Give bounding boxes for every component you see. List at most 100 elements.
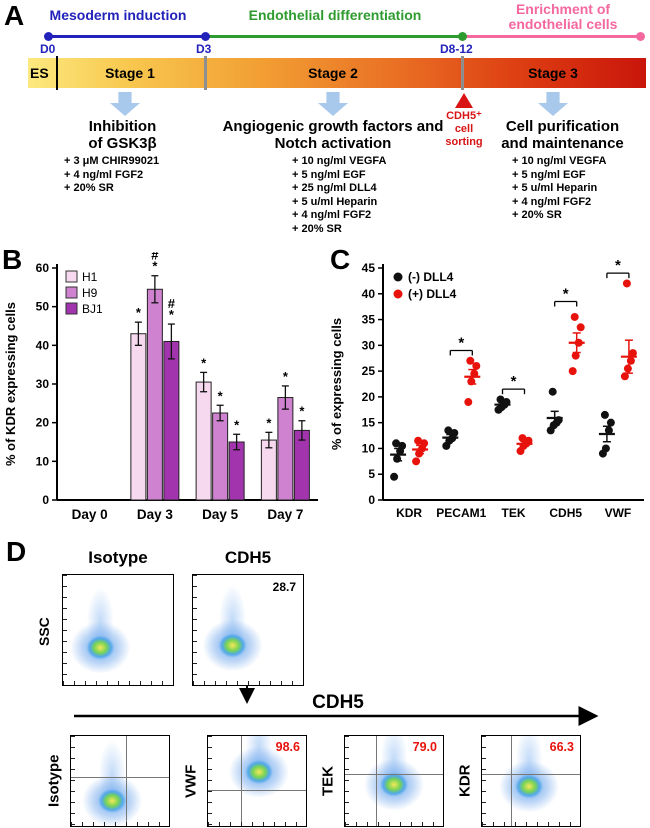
quadrant-hline [482,773,580,775]
quadrant-percentage: 98.6 [275,740,300,754]
y-ticks [208,736,212,826]
stage3-name: Stage 3 [528,65,578,81]
quadrant-percentage: 79.0 [412,740,437,754]
svg-text:*: * [511,373,517,390]
timeline-dot-d8 [458,32,467,41]
svg-text:KDR: KDR [396,506,422,520]
svg-text:*: * [615,257,621,274]
stage2-name: Stage 2 [308,65,358,81]
svg-text:25: 25 [362,364,376,378]
gate-percentage: 28.7 [272,580,296,594]
density-cluster [63,575,173,685]
flow-plot-isotype [70,735,170,827]
y-ticks [345,736,349,826]
es-divider-line [56,56,58,90]
x-ticks [482,822,580,826]
svg-text:10: 10 [362,441,376,455]
timepoint-d3: D3 [196,42,212,56]
panel-a-label: A [4,0,25,31]
flow-top-title-isotype: Isotype [88,548,148,567]
svg-text:*: * [136,305,142,320]
panel-c-label: C [330,244,351,275]
x-ticks [193,681,303,685]
svg-text:50: 50 [36,300,50,314]
svg-text:Day 0: Day 0 [72,507,108,522]
svg-text:PECAM1: PECAM1 [436,506,486,520]
svg-text:20: 20 [362,390,376,404]
svg-text:30: 30 [362,338,376,352]
flow-bottom-label-tek: TEK [319,766,337,796]
timeline-segment-endothelial [205,35,462,38]
svg-text:40: 40 [362,287,376,301]
sorting-triangle-icon [455,93,473,108]
x-ticks [208,822,306,826]
svg-text:TEK: TEK [502,506,526,520]
stage3-title: Cell purification and maintenance [501,118,624,152]
svg-text:*: * [169,307,175,322]
flow-arrows [74,686,599,726]
x-ticks [71,822,169,826]
stage2-items: + 10 ng/ml VEGFA + 5 ng/ml EGF + 25 ng/m… [292,155,387,235]
phase-mesoderm-label: Mesoderm induction [49,7,187,23]
stage3-down-arrow-icon [538,92,568,116]
panel-b-label: B [2,244,23,275]
quadrant-vline [511,736,513,826]
stage1-2-divider [204,56,207,90]
density-cluster [71,736,169,826]
cdh5-axis-label: CDH5 [312,692,364,713]
timeline-dot-d3 [201,32,210,41]
svg-text:*: * [218,388,224,403]
svg-text:*: * [201,355,207,370]
flow-plot-kdr: 66.3 [481,735,581,827]
svg-text:0: 0 [42,493,49,507]
svg-text:30: 30 [36,377,50,391]
svg-text:(+) DLL4: (+) DLL4 [408,287,457,301]
svg-text:*: * [152,259,158,274]
y-ticks [193,575,197,685]
svg-text:15: 15 [362,416,376,430]
timeline-dot-d0 [44,32,53,41]
density-cluster [482,736,580,826]
svg-text:Day 7: Day 7 [267,507,303,522]
flow-bottom-label-vwf: VWF [182,764,200,798]
flow-plot-vwf: 98.6 [207,735,307,827]
density-cluster [345,736,443,826]
svg-text:20: 20 [36,416,50,430]
flow-plot-cdh5-ssc: 28.7 [192,574,304,686]
quadrant-hline [71,777,169,779]
flow-bottom-label-isotype: Isotype [45,754,63,808]
svg-text:*: * [563,286,569,303]
flow-plot-isotype-ssc [62,574,174,686]
svg-text:CDH5: CDH5 [549,506,582,520]
svg-text:% of KDR expressing cells: % of KDR expressing cells [3,302,18,466]
quadrant-percentage: 66.3 [549,740,574,754]
svg-text:0: 0 [368,493,375,507]
svg-text:(-) DLL4: (-) DLL4 [408,270,454,284]
phase-enrichment-label: Enrichment of endothelial cells [508,1,618,32]
svg-text:Day 5: Day 5 [202,507,239,522]
flow-bottom-label-kdr: KDR [456,764,474,798]
stage1-items: + 3 μM CHIR99021 + 4 ng/ml FGF2 + 20% SR [64,155,160,194]
marker-dot-plot: 0 5 10 15 20 25 30 35 40 45 % of expressing cells K… [329,257,644,520]
svg-text:*: * [458,334,464,351]
timepoint-d0: D0 [40,42,56,56]
svg-text:*: * [266,415,272,430]
timepoint-d8-12: D8-12 [440,42,473,56]
phase-endothelial-label: Endothelial differentiation [248,7,422,23]
y-ticks [71,736,75,826]
timeline-dot-end [636,32,645,41]
density-cluster [193,575,303,685]
stage2-3-divider [461,56,464,90]
svg-text:VWF: VWF [605,506,632,520]
svg-text:40: 40 [36,338,50,352]
svg-text:60: 60 [36,261,50,275]
stage1-down-arrow-icon [110,92,140,116]
kdr-bar-chart: 0 10 20 30 40 50 60 % of KDR expressing cells Da… [3,252,318,522]
y-ticks [63,575,67,685]
panel-d-label: D [6,536,27,567]
stage1-name: Stage 1 [105,65,155,81]
es-label: ES [30,65,49,81]
svg-text:10: 10 [36,454,50,468]
sorting-label: CDH5⁺ cell sorting [445,110,483,148]
quadrant-vline [376,736,378,826]
